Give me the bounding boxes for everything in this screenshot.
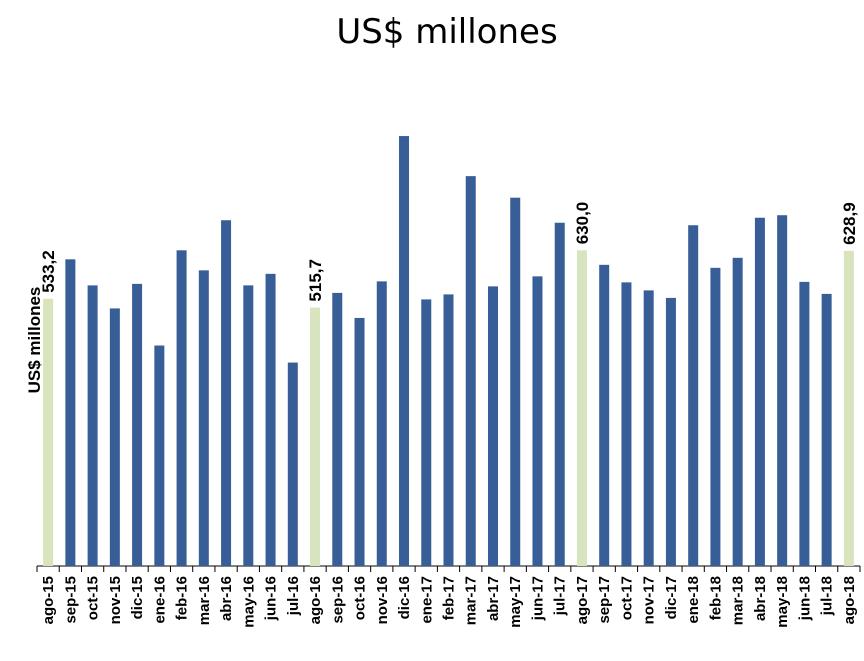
- x-tick-label: sep-15: [62, 576, 79, 624]
- x-tick-label: ago-16: [307, 576, 324, 624]
- bar-nov-16: [376, 281, 387, 566]
- bar-mar-18: [732, 257, 743, 566]
- bar-dic-17: [665, 297, 676, 566]
- x-tick-label: jul-17: [552, 576, 569, 616]
- x-tick-label: oct-15: [85, 576, 102, 620]
- x-tick-label: feb-16: [174, 576, 191, 620]
- x-tick-label: dic-16: [396, 576, 413, 619]
- x-tick-label: ene-17: [418, 576, 435, 624]
- x-tick-label: abr-18: [752, 576, 769, 621]
- bar-jul-16: [287, 362, 298, 566]
- data-label: 628,9: [840, 202, 859, 245]
- bar-oct-15: [87, 285, 98, 566]
- bar-ago-15: [43, 298, 54, 566]
- x-tick-label: oct-17: [618, 576, 635, 620]
- bar-may-16: [243, 285, 254, 566]
- bar-mar-17: [465, 176, 476, 566]
- x-tick-label: sep-17: [596, 576, 613, 624]
- bar-abr-17: [487, 286, 498, 566]
- x-axis-ticks: ago-15 sep-15 oct-15 nov-15 dic-15 ene-16 feb-…: [36, 566, 861, 628]
- x-tick-label: ago-15: [40, 576, 57, 624]
- chart-title: US$ millones: [336, 12, 558, 52]
- x-tick-label: ago-17: [574, 576, 591, 624]
- x-tick-label: jul-16: [285, 576, 302, 616]
- x-tick-label: jul-18: [819, 576, 836, 616]
- bar-feb-17: [443, 294, 454, 566]
- x-tick-label: nov-15: [107, 576, 124, 624]
- bar-jun-16: [265, 273, 276, 566]
- bar-jul-17: [554, 222, 565, 567]
- bar-jun-18: [799, 281, 810, 566]
- bar-sep-16: [332, 292, 343, 566]
- x-tick-label: mar-18: [730, 576, 747, 625]
- x-tick-label: feb-17: [441, 576, 458, 620]
- bar-abr-16: [221, 220, 232, 567]
- x-tick-label: mar-17: [463, 576, 480, 625]
- data-label: 533,2: [39, 250, 58, 293]
- data-label: 515,7: [306, 259, 325, 302]
- x-tick-label: jun-18: [796, 576, 813, 621]
- data-labels: 533,2 515,7 630,0 628,9: [39, 202, 859, 302]
- bar-series: [43, 136, 854, 567]
- x-tick-label: jun-17: [529, 576, 546, 621]
- bar-feb-18: [710, 267, 721, 566]
- x-tick-label: ene-16: [151, 576, 168, 624]
- bar-feb-16: [176, 250, 187, 567]
- x-tick-label: sep-16: [329, 576, 346, 624]
- x-tick-label: ene-18: [685, 576, 702, 624]
- x-tick-label: nov-16: [374, 576, 391, 624]
- x-tick-label: abr-16: [218, 576, 235, 621]
- x-tick-label: ago-18: [841, 576, 858, 624]
- x-tick-label: feb-18: [707, 576, 724, 620]
- bar-jul-18: [821, 293, 832, 566]
- bar-may-17: [510, 197, 521, 566]
- x-tick-label: oct-16: [352, 576, 369, 620]
- x-tick-label: may-16: [240, 576, 257, 628]
- bar-sep-17: [599, 264, 610, 566]
- x-tick-label: dic-17: [663, 576, 680, 619]
- bar-dic-15: [132, 283, 143, 566]
- bar-ene-18: [688, 225, 699, 567]
- x-tick-label: dic-15: [129, 576, 146, 619]
- x-tick-label: may-17: [507, 576, 524, 628]
- bar-ago-17: [576, 250, 587, 567]
- bar-abr-18: [754, 217, 765, 567]
- bar-may-18: [777, 215, 788, 566]
- bar-nov-15: [109, 308, 120, 566]
- bar-sep-15: [65, 259, 76, 566]
- bar-ene-17: [421, 299, 432, 566]
- bar-jun-17: [532, 276, 543, 566]
- data-label: 630,0: [573, 202, 592, 245]
- x-tick-label: mar-16: [196, 576, 213, 625]
- y-axis-label: US$ millones: [25, 287, 44, 394]
- bar-nov-17: [643, 290, 654, 566]
- x-tick-label: jun-16: [263, 576, 280, 621]
- bar-oct-17: [621, 282, 632, 566]
- bar-ago-16: [310, 307, 321, 566]
- bar-mar-16: [198, 270, 209, 566]
- bar-dic-16: [399, 136, 410, 567]
- x-tick-label: abr-17: [485, 576, 502, 621]
- bar-ago-18: [843, 250, 854, 566]
- x-tick-label: may-18: [774, 576, 791, 628]
- bar-oct-16: [354, 317, 365, 566]
- bar-ene-16: [154, 345, 165, 566]
- x-tick-label: nov-17: [641, 576, 658, 624]
